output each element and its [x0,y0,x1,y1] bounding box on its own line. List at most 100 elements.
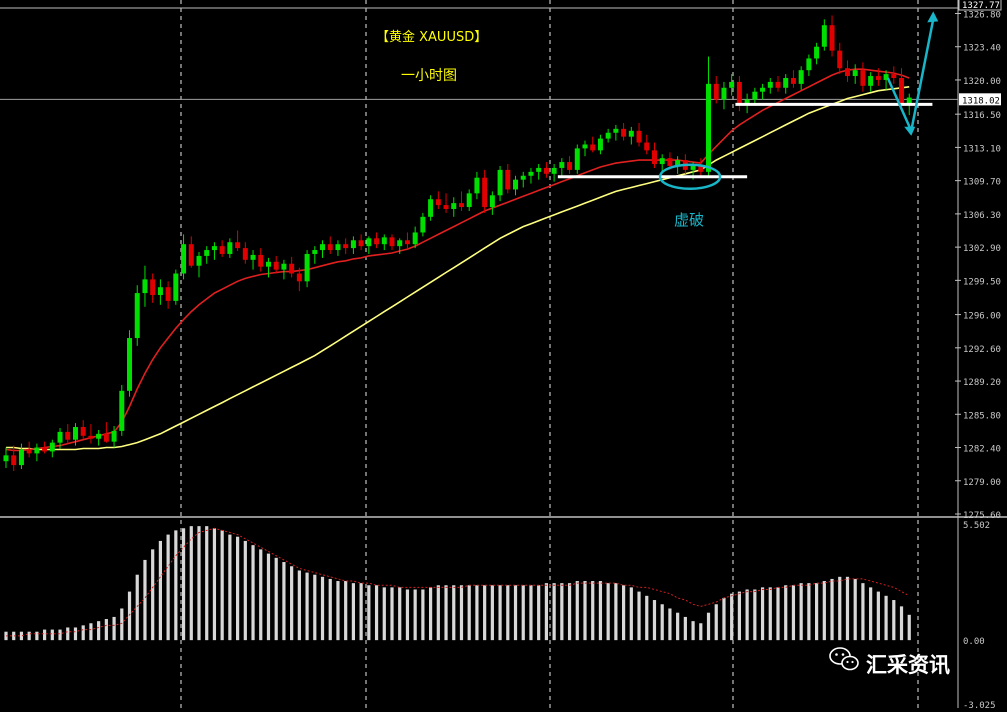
histogram-bar [575,581,579,641]
histogram-bar [35,631,39,641]
candle-body [644,142,650,151]
chart-subtitle: 一小时图 [401,68,457,84]
sub-y-tick-label: 0.00 [963,637,985,647]
histogram-bar [614,583,618,641]
histogram-bar [699,623,703,641]
histogram-bar [537,585,541,641]
candle-body [536,167,542,172]
histogram-bar [429,587,433,641]
histogram-bar [344,581,348,641]
histogram-bar [382,587,386,641]
histogram-bar [784,585,788,641]
candle-body [729,81,735,88]
histogram-bar [506,585,510,641]
candle-body [736,81,742,106]
ma-slow-line [6,86,910,451]
candle-body [181,244,187,274]
histogram-bar [19,631,24,641]
histogram-bar [58,629,62,641]
candle-body [875,76,881,80]
histogram-bar [66,627,70,641]
candle-body [698,165,704,172]
histogram-bar [822,581,826,641]
candle-body [265,261,271,267]
candle-body [96,433,102,439]
histogram-bar [459,585,464,641]
y-tick-label: 1279.00 [963,478,1001,488]
top-value-label: 1327.77 [962,1,1000,11]
histogram-bar [760,587,765,641]
histogram-bar [876,591,880,641]
candle-body [474,177,480,194]
y-tick-label: 1306.30 [963,211,1001,221]
histogram-bar [174,530,178,641]
candle-body [883,74,889,80]
histogram-bar [205,526,209,641]
candle-body [582,144,588,149]
histogram-bar [266,553,271,641]
candle-body [567,162,573,170]
watermark-text: 汇采资讯 [866,653,950,677]
histogram-bar [104,619,108,641]
candle-body [412,232,418,245]
histogram-bar [120,608,124,641]
candle-body [235,242,241,249]
candle-body [188,244,194,266]
false-break-ellipse [658,163,722,191]
y-tick-label: 1296.00 [963,312,1001,322]
histogram-bar [591,581,595,641]
candle-body [219,246,225,254]
candle-body [65,431,71,440]
histogram-bar [475,585,479,641]
histogram-bar [737,591,741,641]
candle-body [157,287,163,296]
current-price-label: 1318.02 [962,96,1000,106]
candle-body [497,169,503,196]
histogram-bar [799,583,803,641]
candle-body [49,442,55,452]
chart-title: 【黄金 XAUUSD】 [376,29,487,45]
histogram-bar [398,587,402,641]
candle-body [837,50,843,69]
histogram-bar [660,604,664,641]
histogram-bar [305,572,309,641]
candle-body [597,138,603,151]
candle-body [659,158,665,165]
histogram-bar [683,616,687,641]
candle-body [651,150,657,165]
candle-body [721,87,727,100]
candle-body [528,171,534,176]
histogram-bar [629,587,633,641]
histogram-bar [151,549,155,641]
histogram-bar [143,559,147,641]
histogram-bar [622,585,626,641]
histogram-bar [220,530,224,641]
histogram-bar [845,576,850,641]
histogram-bar [212,528,217,641]
candle-body [18,449,24,466]
candle-body [381,237,387,245]
histogram-bar [753,589,757,641]
histogram-bar [413,589,417,641]
candle-body [196,255,202,266]
grid-layer [180,0,919,708]
candle-body [559,162,565,168]
histogram-bar [714,604,718,641]
histogram-bar [259,549,263,641]
candle-body [296,273,302,282]
candle-body [335,244,341,251]
candle-body [775,81,781,88]
histogram-bar [544,583,548,641]
candle-body [204,250,210,256]
candle-body [451,203,457,209]
histogram-bar [282,562,286,641]
histogram-bar [367,585,371,641]
candle-body [466,193,472,208]
candle-body [227,242,233,254]
candle-body [790,78,796,84]
y-tick-label: 1313.10 [963,144,1001,154]
wechat-icon [829,647,859,671]
ma-fast-line [5,68,910,452]
histogram-bar [135,574,139,641]
